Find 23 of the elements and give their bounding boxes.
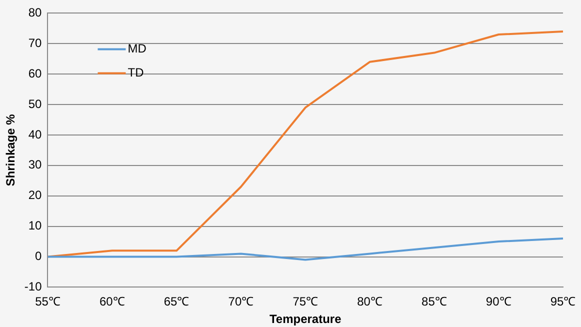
y-tick-label: 70 [28, 36, 42, 50]
x-tick-label: 55℃ [35, 294, 60, 309]
y-tick-label: 50 [28, 96, 42, 111]
y-axis-title: Shrinkage % [4, 114, 18, 186]
x-axis-title: Temperature [269, 312, 342, 326]
legend-label: TD [128, 66, 144, 80]
y-tick-label: 30 [28, 158, 42, 172]
x-tick-label: 65℃ [164, 294, 190, 309]
y-tick-label: 40 [28, 127, 42, 142]
y-tick-label: -10 [24, 280, 42, 294]
y-tick-label: 0 [35, 249, 42, 264]
x-tick-label: 70℃ [228, 294, 254, 309]
y-tick-label: 60 [28, 66, 42, 80]
x-tick-label: 95℃ [550, 294, 576, 309]
x-tick-label: 60℃ [99, 294, 125, 309]
x-tick-label: 80℃ [357, 294, 382, 309]
y-tick-label: 20 [28, 188, 42, 202]
legend-label: MD [128, 42, 147, 56]
y-tick-label: 10 [28, 218, 42, 233]
y-tick-label: 80 [28, 6, 42, 20]
x-tick-label: 75℃ [292, 294, 318, 309]
x-tick-label: 90℃ [486, 294, 512, 309]
x-tick-label: 85℃ [422, 294, 447, 309]
